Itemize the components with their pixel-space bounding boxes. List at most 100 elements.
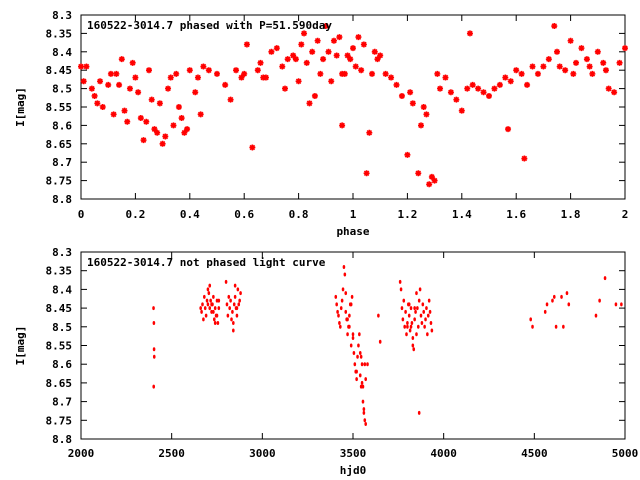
data-point — [589, 70, 596, 77]
data-point — [464, 85, 471, 92]
y-tick-label: 8.55 — [46, 101, 73, 114]
y-tick-label: 8.35 — [46, 265, 73, 278]
data-point — [135, 89, 142, 96]
data-point — [404, 151, 411, 158]
data-point — [239, 291, 242, 296]
data-point — [228, 306, 231, 311]
data-point — [419, 313, 423, 318]
x-axis-label: phase — [336, 225, 369, 238]
data-point — [121, 107, 128, 114]
y-tick-label: 8.75 — [46, 414, 73, 427]
data-point — [415, 291, 418, 296]
data-point — [361, 384, 365, 389]
data-point — [330, 37, 337, 44]
data-point — [351, 336, 355, 341]
data-point — [225, 302, 229, 307]
data-point — [388, 74, 395, 81]
data-point — [232, 321, 235, 326]
data-point — [560, 294, 563, 299]
data-point — [363, 362, 367, 367]
data-point — [458, 107, 465, 114]
data-point — [352, 350, 356, 355]
data-point — [338, 321, 341, 326]
data-point — [356, 354, 359, 359]
data-point — [352, 63, 359, 70]
x-tick-label: 3000 — [249, 447, 276, 460]
data-point — [554, 48, 560, 55]
x-tick-label: 3500 — [340, 447, 367, 460]
data-point — [594, 48, 601, 55]
data-point — [91, 92, 98, 99]
data-points — [152, 264, 623, 427]
data-point — [301, 30, 308, 37]
data-point — [333, 52, 340, 59]
data-point — [421, 302, 425, 307]
y-tick-label: 8.4 — [52, 283, 72, 296]
data-point — [600, 59, 607, 66]
data-point — [143, 118, 150, 125]
data-point — [94, 100, 101, 107]
data-point — [491, 85, 498, 92]
data-point — [531, 324, 534, 329]
data-point — [273, 45, 280, 52]
data-point — [358, 67, 365, 74]
data-point — [178, 115, 185, 122]
data-point — [215, 298, 219, 303]
data-point — [350, 45, 356, 52]
data-point — [407, 313, 411, 318]
data-point — [378, 339, 382, 344]
data-point — [167, 74, 174, 81]
data-point — [565, 291, 569, 296]
data-point — [362, 407, 366, 412]
y-tick-label: 8.6 — [52, 358, 72, 371]
y-tick-labels: 8.3 8.35 8.4 8.45 8.5 8.55 8.6 8.65 8.7 8.75 8.8 — [46, 9, 73, 206]
data-point — [518, 70, 525, 77]
data-point — [235, 306, 239, 311]
data-point — [410, 321, 414, 326]
x-tick-label: 1.2 — [397, 208, 417, 221]
data-point — [212, 309, 215, 314]
data-point — [355, 369, 358, 374]
data-point — [339, 324, 342, 329]
data-point — [358, 373, 362, 378]
data-point — [358, 350, 362, 355]
data-point — [208, 283, 212, 288]
data-point — [249, 144, 256, 151]
data-point — [344, 309, 348, 314]
data-point — [360, 362, 364, 367]
data-point — [213, 321, 217, 326]
data-point — [230, 317, 233, 322]
data-point — [209, 298, 212, 303]
data-point — [402, 298, 406, 303]
data-point — [233, 294, 237, 299]
data-point — [480, 89, 487, 96]
data-point — [206, 287, 210, 292]
data-point — [371, 48, 378, 55]
data-point — [424, 317, 427, 322]
data-point — [425, 306, 428, 311]
data-point — [152, 306, 155, 311]
y-tick-label: 8.5 — [52, 321, 72, 334]
data-point — [502, 74, 509, 81]
data-point — [423, 111, 430, 118]
data-point — [605, 85, 612, 92]
axis-ticks — [80, 251, 626, 440]
data-point — [306, 100, 313, 107]
data-point — [411, 336, 415, 341]
data-point — [567, 37, 574, 44]
data-point — [129, 59, 136, 66]
data-point — [284, 56, 291, 63]
data-point — [201, 302, 204, 307]
data-point — [620, 302, 623, 307]
data-point — [414, 309, 417, 314]
axis-ticks — [80, 14, 626, 200]
data-point — [428, 173, 435, 180]
phased-light-curve-panel: 0 0.2 0.4 0.6 0.8 1 1.2 1.4 1.6 1.8 2 8.38.358.48.… — [14, 9, 628, 238]
data-point — [355, 377, 358, 382]
data-point — [382, 70, 389, 77]
y-tick-label: 8.7 — [52, 156, 72, 169]
data-point — [469, 81, 476, 88]
data-point — [227, 96, 234, 103]
x-tick-label: 0.4 — [180, 208, 200, 221]
y-tick-label: 8.4 — [52, 46, 72, 59]
